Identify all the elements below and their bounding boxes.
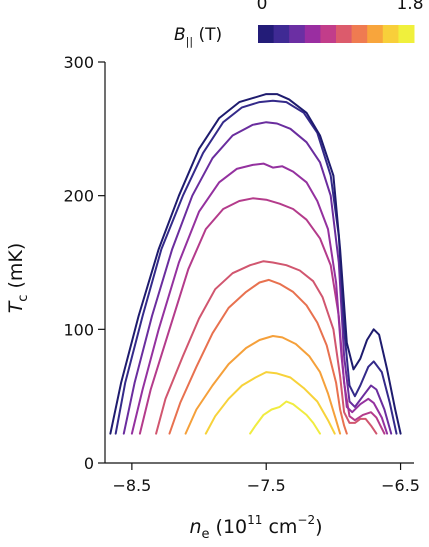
y-axis-label-sub: c — [16, 295, 31, 302]
series-line — [249, 400, 321, 435]
y-tick-label: 300 — [63, 53, 94, 72]
colorbar-swatch — [398, 25, 415, 43]
colorbar-label-units: (T) — [193, 25, 222, 45]
y-axis-label: Tc (mK) — [5, 243, 31, 314]
colorbar-swatch — [320, 25, 337, 43]
colorbar-label-main: B — [174, 25, 186, 45]
colorbar-swatch — [367, 25, 384, 43]
series-line — [114, 99, 398, 435]
colorbar-swatch — [258, 25, 275, 43]
series-line — [184, 335, 342, 435]
colorbar-swatches — [258, 25, 415, 43]
x-axis-label-sup1: 11 — [247, 513, 262, 527]
series-line — [138, 197, 386, 435]
y-axis-label-units: (mK) — [5, 243, 27, 295]
y-tick-label: 100 — [63, 320, 94, 339]
colorbar-min-label: 0 — [257, 0, 268, 14]
colorbar-swatch — [289, 25, 306, 43]
x-axis-label-units-pre: (10 — [210, 516, 248, 538]
series-line — [155, 260, 378, 435]
y-tick-label: 200 — [63, 187, 94, 206]
x-tick-label: −6.5 — [381, 476, 420, 495]
x-axis-label-units-mid: cm — [262, 516, 297, 538]
series-line — [204, 371, 336, 435]
x-axis-label-units-post: ) — [315, 516, 322, 538]
series-line — [109, 93, 402, 435]
colorbar-swatch — [304, 25, 321, 43]
y-tick-label: 0 — [84, 454, 94, 473]
axes: 0 100 200 300 −8.5 −7.5 −6.5 — [63, 53, 420, 495]
series-line — [168, 278, 348, 435]
colorbar-max-label: 1.8 — [396, 0, 423, 14]
x-axis-label-sup2: −2 — [297, 513, 315, 527]
x-axis-label: ne (1011 cm−2) — [189, 513, 322, 542]
y-axis-label-main: T — [5, 300, 27, 313]
colorbar: 0 1.8 B|| (T) — [174, 0, 424, 48]
colorbar-swatch — [336, 25, 353, 43]
colorbar-label: B|| (T) — [174, 25, 222, 48]
series-line — [122, 121, 393, 435]
x-axis-label-main: n — [189, 516, 201, 538]
series-line — [130, 162, 389, 435]
colorbar-swatch — [273, 25, 290, 43]
x-axis-label-sub: e — [202, 527, 210, 542]
colorbar-swatch — [382, 25, 399, 43]
colorbar-label-sub: || — [186, 35, 193, 48]
x-tick-label: −8.5 — [112, 476, 151, 495]
colorbar-swatch — [351, 25, 368, 43]
x-tick-label: −7.5 — [247, 476, 286, 495]
series-group — [109, 93, 402, 435]
